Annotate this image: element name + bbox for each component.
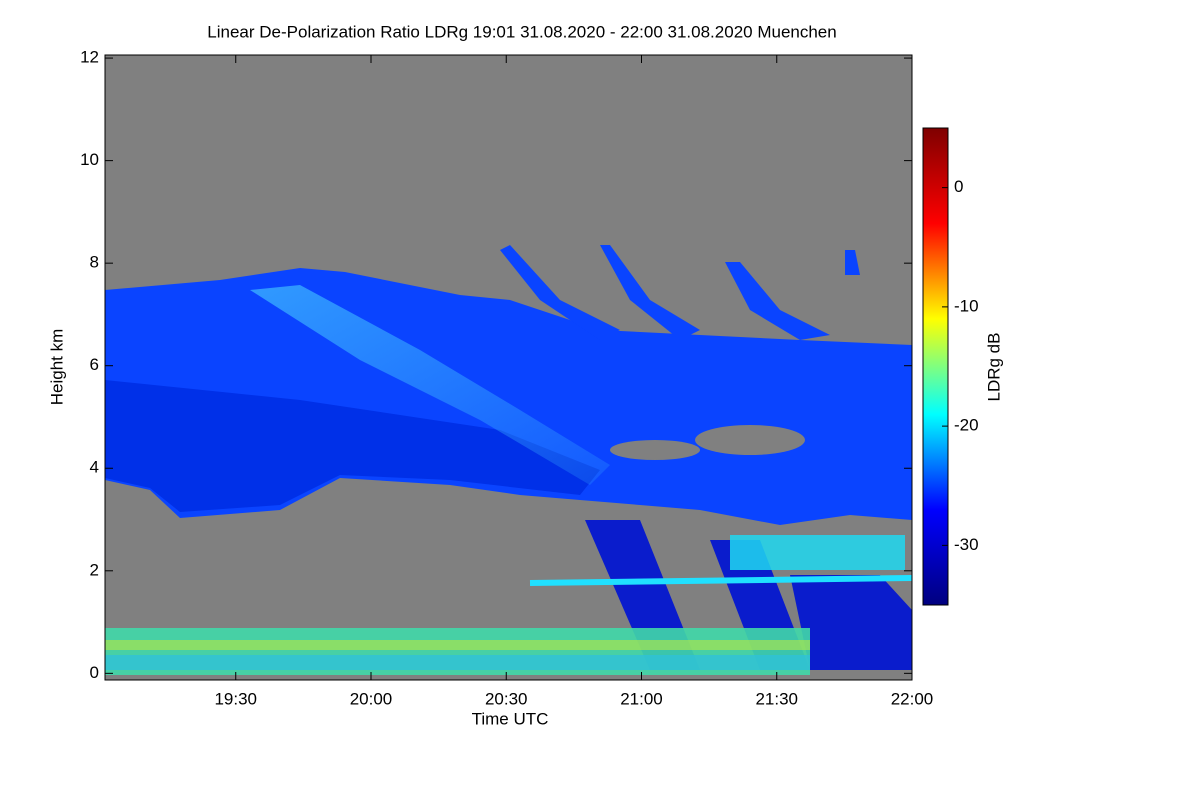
x-tick-label: 21:30 <box>755 689 798 708</box>
y-tick-label: 2 <box>90 560 99 579</box>
colorbar <box>922 127 949 606</box>
y-axis-label: Height km <box>47 329 66 406</box>
ice-streak <box>250 285 610 485</box>
plot-frame <box>104 54 913 681</box>
x-tick-label: 22:00 <box>891 689 934 708</box>
colorbar-tick-label: -10 <box>954 296 979 315</box>
colorbar-tick-label: -30 <box>954 535 979 554</box>
boundary-layer-low <box>105 655 810 670</box>
x-tick-label: 20:00 <box>350 689 393 708</box>
aerosol-top <box>730 535 905 570</box>
fallstreak <box>845 250 860 275</box>
y-tick-label: 12 <box>80 48 99 67</box>
gap <box>695 425 805 455</box>
fallstreak <box>500 245 620 340</box>
ldr-field <box>105 245 912 675</box>
boundary-noise <box>105 640 810 650</box>
x-tick-label: 20:30 <box>485 689 528 708</box>
y-tick-label: 6 <box>90 355 99 374</box>
colorbar-label: LDRg dB <box>984 333 1003 402</box>
x-tick-label: 19:30 <box>214 689 257 708</box>
y-tick-label: 0 <box>90 663 99 682</box>
fallstreak <box>725 262 830 340</box>
chart-title: Linear De-Polarization Ratio LDRg 19:01 … <box>207 22 836 41</box>
y-tick-label: 8 <box>90 253 99 272</box>
x-tick-label: 21:00 <box>620 689 663 708</box>
gap <box>610 440 700 460</box>
fallstreak <box>600 245 700 340</box>
x-axis-label: Time UTC <box>472 709 549 728</box>
virga <box>790 575 912 670</box>
y-tick-label: 4 <box>90 458 99 477</box>
colorbar-tick-label: -20 <box>954 416 979 435</box>
aerosol-layer <box>529 575 912 586</box>
y-tick-label: 10 <box>80 150 99 169</box>
colorbar-tick-label: 0 <box>954 177 963 196</box>
cloud-core <box>105 380 600 512</box>
